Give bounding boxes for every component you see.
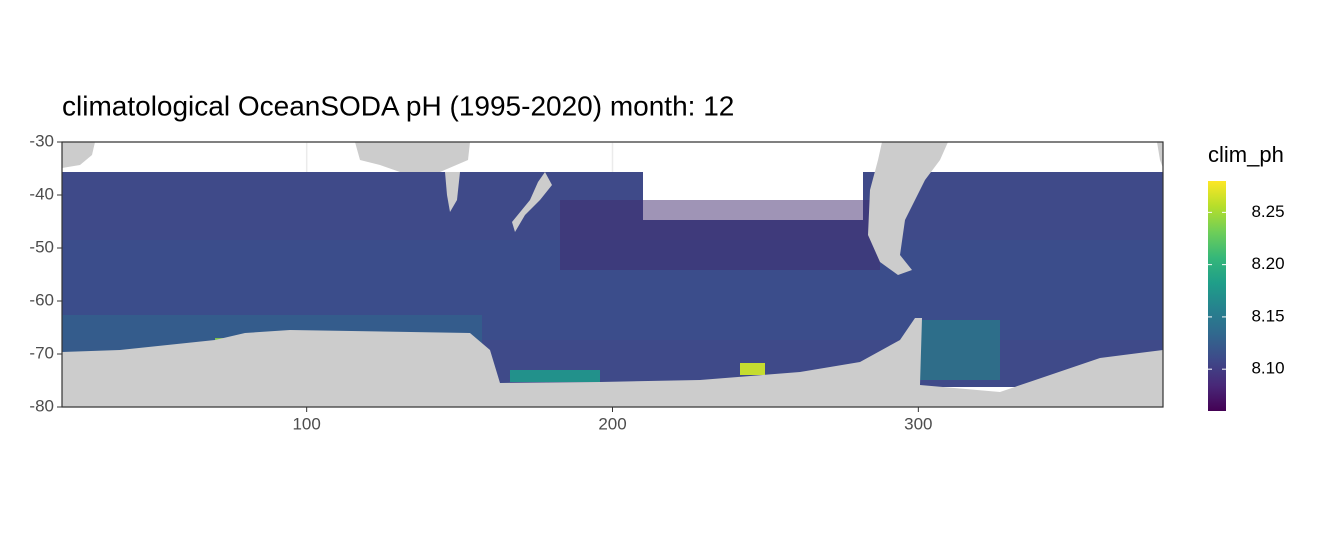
colorbar-label: 8.20 [1251, 254, 1284, 273]
africa [1157, 142, 1163, 168]
africa [62, 142, 95, 168]
x-tick-label: 200 [598, 414, 626, 433]
y-tick-label: -50 [29, 237, 54, 256]
antarctica [62, 318, 1163, 407]
new-zealand [512, 172, 552, 232]
y-tick-label: -70 [29, 343, 54, 362]
ocean [920, 320, 1000, 380]
y-tick-label: -60 [29, 290, 54, 309]
colorbar-label: 8.25 [1251, 202, 1284, 221]
colorbar-label: 8.10 [1251, 359, 1284, 378]
ocean [740, 363, 765, 375]
south-america [868, 142, 948, 275]
x-tick-label: 100 [292, 414, 320, 433]
y-tick-label: -40 [29, 184, 54, 203]
y-tick-label: -80 [29, 396, 54, 415]
x-tick-label: 300 [904, 414, 932, 433]
y-tick-label: -30 [29, 131, 54, 150]
map [62, 142, 1163, 407]
ocean [510, 370, 600, 382]
australia [355, 142, 470, 172]
ocean [560, 200, 880, 270]
legend-title: clim_ph [1208, 142, 1284, 167]
colorbar-label: 8.15 [1251, 306, 1284, 325]
colorbar [1208, 181, 1226, 411]
chart-title: climatological OceanSODA pH (1995-2020) … [62, 90, 734, 121]
tasmania [445, 172, 460, 212]
